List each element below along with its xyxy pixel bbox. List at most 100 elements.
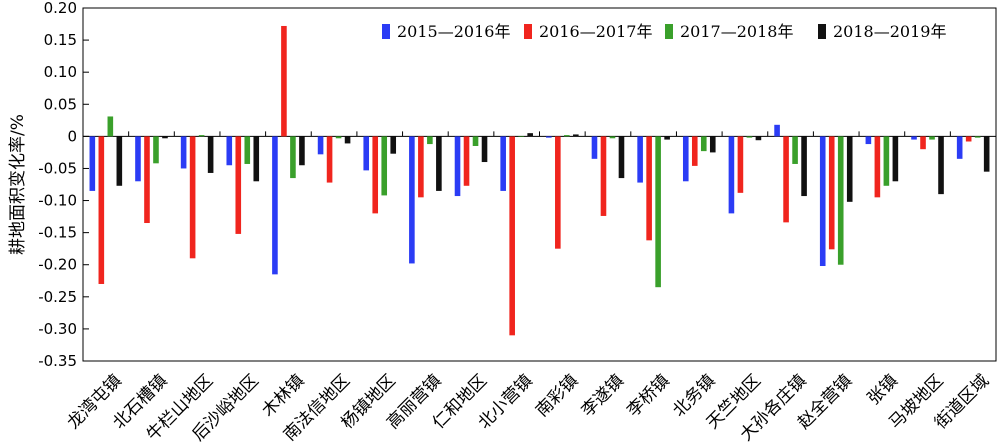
y-tick-label: -0.15 (38, 224, 77, 242)
bar (107, 116, 114, 137)
bar (846, 136, 853, 202)
bar (326, 136, 333, 183)
bar (874, 136, 881, 198)
bar (938, 136, 944, 195)
bar (555, 136, 561, 249)
x-category-label: 李遂镇 (578, 371, 628, 421)
bar (162, 136, 168, 139)
bar (463, 136, 470, 186)
bar (728, 136, 735, 214)
bar (372, 136, 379, 214)
bar (418, 136, 424, 198)
legend-swatch (665, 24, 673, 39)
bar (883, 136, 890, 186)
bar (709, 136, 716, 153)
bar (472, 136, 479, 146)
bar (527, 133, 533, 137)
bar (235, 136, 242, 234)
bar (272, 136, 278, 275)
bar (89, 136, 96, 191)
legend-swatch (818, 24, 826, 39)
legend-label: 2017—2018年 (680, 22, 793, 41)
bar (564, 135, 570, 137)
bar (865, 136, 872, 145)
x-axis-labels: 龙湾屯镇北石槽镇牛栏山地区后沙峪地区木林镇南法信地区杨镇地区高丽营镇仁和地区北小… (64, 371, 994, 444)
bar (637, 136, 643, 183)
bar (737, 136, 744, 193)
bar (98, 136, 105, 284)
bar (135, 136, 141, 182)
bar (518, 136, 524, 138)
bar (591, 136, 598, 159)
bar (409, 136, 415, 264)
bar (180, 136, 187, 169)
bar (682, 136, 689, 182)
bar (481, 136, 488, 163)
bar (153, 136, 159, 164)
y-tick-label: 0 (67, 127, 77, 145)
x-category-label: 南彩镇 (532, 371, 582, 421)
plot-frame (82, 7, 997, 362)
bar (299, 136, 305, 166)
bar (965, 136, 972, 142)
x-category-label: 张镇 (864, 371, 902, 409)
bar (911, 136, 917, 140)
bar (335, 136, 342, 139)
bar (783, 136, 789, 223)
y-tick-label: -0.10 (38, 192, 77, 210)
bar (646, 136, 652, 241)
legend-label: 2015—2016年 (397, 22, 510, 41)
bar (189, 136, 196, 259)
bar (198, 135, 205, 137)
bar (573, 134, 579, 137)
bar (774, 124, 780, 137)
legend-label: 2016—2017年 (539, 22, 652, 41)
bar (755, 136, 762, 141)
legend-label: 2018—2019年 (833, 22, 946, 41)
bar (116, 136, 123, 186)
bar (892, 136, 899, 182)
x-category-label: 李桥镇 (623, 371, 673, 421)
bar (837, 136, 844, 265)
y-tick-label: -0.20 (38, 256, 77, 274)
bar (546, 136, 552, 138)
bar (700, 136, 707, 152)
bar (363, 136, 370, 171)
bar (427, 136, 433, 145)
bar (691, 136, 698, 166)
bar (454, 136, 461, 197)
bar (920, 136, 926, 150)
bar (509, 136, 515, 336)
y-tick-label: -0.35 (38, 352, 77, 370)
bar (226, 136, 233, 166)
bar (956, 136, 963, 159)
bar (253, 136, 260, 182)
bar (983, 136, 990, 172)
bar (344, 136, 351, 144)
bar (390, 136, 397, 154)
bar (792, 136, 798, 164)
y-tick-label: -0.30 (38, 320, 77, 338)
bar (290, 136, 296, 179)
legend: 2015—2016年 2016—2017年 2017—2018年 2018—2019年 (382, 22, 946, 41)
bar (609, 136, 616, 139)
bar (144, 136, 150, 224)
y-tick-label: 0.05 (44, 95, 77, 113)
x-axis-ticks (128, 131, 951, 137)
bars (89, 25, 990, 336)
y-tick-label: 0.15 (44, 31, 77, 49)
y-tick-label: 0.10 (44, 63, 77, 81)
bar (618, 136, 625, 179)
bar (436, 136, 442, 191)
bar (664, 136, 670, 140)
bar (801, 136, 807, 197)
bar (974, 136, 981, 138)
bar (746, 136, 753, 138)
y-axis-title: 耕地面积变化率/% (8, 114, 28, 255)
y-tick-label: 0.20 (44, 0, 77, 17)
bar (207, 136, 214, 173)
bar (655, 136, 661, 288)
bar (819, 136, 826, 267)
y-tick-label: -0.05 (38, 159, 77, 177)
